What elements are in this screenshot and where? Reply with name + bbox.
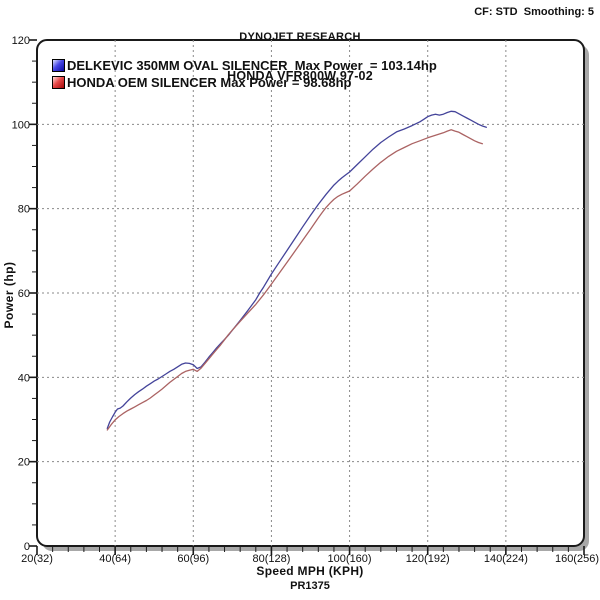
blue-series-swatch-icon (52, 59, 65, 72)
legend-label-honda: HONDA OEM SILENCER Max Power = 98.68hp (67, 75, 352, 90)
y-tick-label-0: 0 (24, 541, 30, 553)
y-tick-label-60: 60 (18, 288, 30, 300)
legend-label-delkevic: DELKEVIC 350MM OVAL SILENCER Max Power =… (67, 58, 437, 73)
x-tick-label-160: 160(256) (555, 553, 599, 565)
power-curve-delkevic (106, 110, 487, 430)
chart-subtitle: HONDA VFR800W 97-02 (227, 69, 373, 83)
x-tick-label-40: 40(64) (99, 553, 131, 565)
x-tick-label-80: 80(128) (252, 553, 290, 565)
x-tick-label-140: 140(224) (484, 553, 528, 565)
y-tick-label-120: 120 (12, 35, 30, 47)
y-tick-label-80: 80 (18, 204, 30, 216)
y-tick-label-100: 100 (12, 119, 30, 131)
chart-title: DYNOJET RESEARCH (239, 31, 361, 43)
legend: DELKEVIC 350MM OVAL SILENCER Max Power =… (52, 57, 437, 91)
legend-item-delkevic: DELKEVIC 350MM OVAL SILENCER Max Power =… (52, 57, 437, 74)
run-id: PR1375 (290, 580, 330, 592)
power-curve-honda-oem (106, 129, 484, 431)
y-tick-label-40: 40 (18, 372, 30, 384)
x-axis-title: Speed MPH (KPH) (256, 564, 364, 578)
plot-frame (36, 39, 585, 547)
legend-item-honda: HONDA OEM SILENCER Max Power = 98.68hp (52, 74, 437, 91)
smoothing-info: CF: STD Smoothing: 5 (474, 6, 594, 18)
red-series-swatch-icon (52, 76, 65, 89)
chart-header: DYNOJET RESEARCH HONDA VFR800W 97-02 (0, 5, 600, 109)
x-tick-label-100: 100(160) (328, 553, 372, 565)
x-tick-label-60: 60(96) (177, 553, 209, 565)
y-axis-title: Power (hp) (2, 261, 16, 329)
y-tick-label-20: 20 (18, 457, 30, 469)
x-tick-label-20: 20(32) (21, 553, 53, 565)
x-tick-label-120: 120(192) (406, 553, 450, 565)
